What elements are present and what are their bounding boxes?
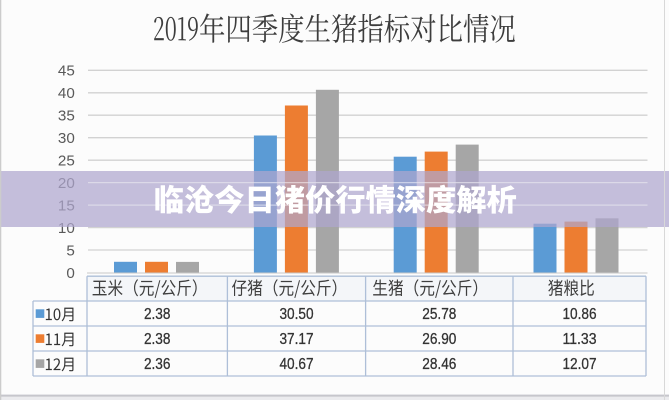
svg-text:0: 0: [66, 265, 74, 282]
svg-text:2.38: 2.38: [144, 331, 171, 348]
svg-text:2.36: 2.36: [144, 356, 171, 373]
svg-text:26.90: 26.90: [422, 331, 456, 348]
svg-text:37.17: 37.17: [279, 331, 313, 348]
svg-text:45: 45: [58, 63, 75, 80]
svg-text:25: 25: [58, 153, 75, 170]
svg-text:11.33: 11.33: [562, 331, 596, 348]
svg-text:5: 5: [66, 242, 74, 259]
svg-text:28.46: 28.46: [422, 356, 456, 373]
svg-text:10.86: 10.86: [562, 306, 596, 323]
svg-text:30.50: 30.50: [279, 306, 313, 323]
svg-text:2.38: 2.38: [144, 306, 171, 323]
svg-text:40: 40: [58, 85, 75, 102]
svg-text:30: 30: [58, 130, 75, 147]
svg-text:12.07: 12.07: [562, 356, 596, 373]
svg-text:40.67: 40.67: [279, 356, 313, 373]
svg-text:35: 35: [58, 108, 75, 125]
svg-text:25.78: 25.78: [422, 306, 456, 323]
